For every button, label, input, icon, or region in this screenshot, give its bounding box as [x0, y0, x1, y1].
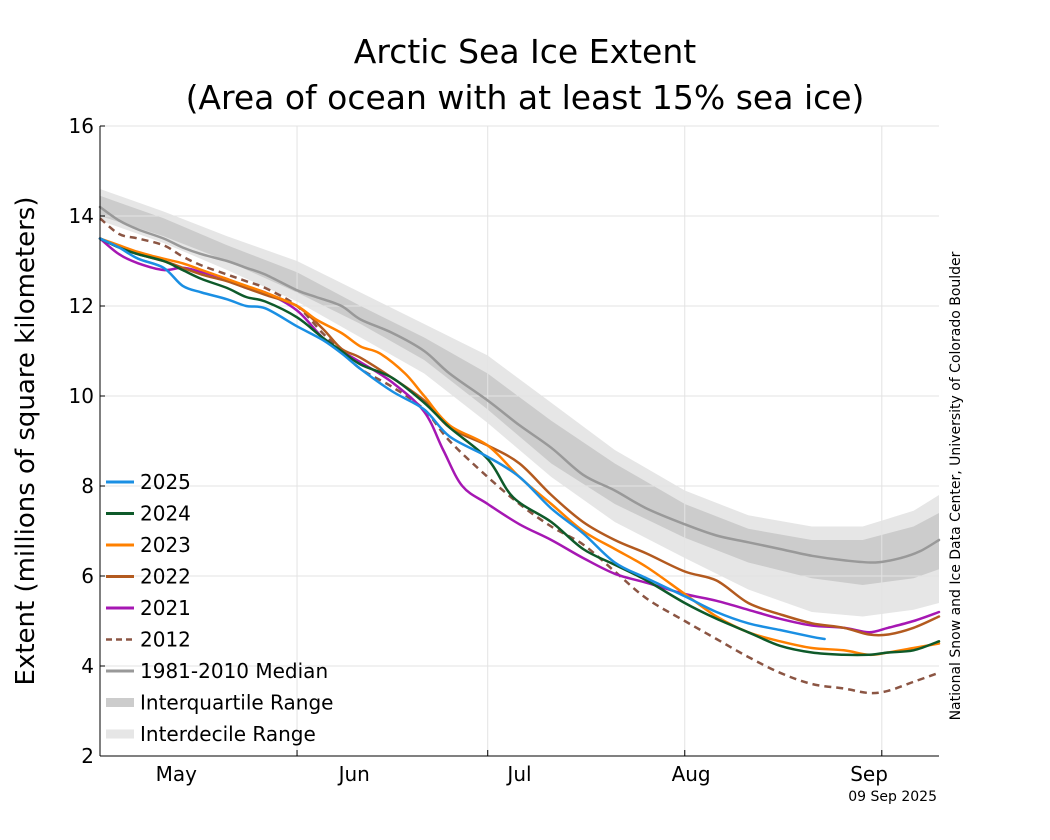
series-line-1981-2010-median — [98, 205, 941, 564]
interquartile-band — [100, 195, 939, 586]
series-line-2024 — [98, 237, 941, 657]
legend: 2025 2024 2023 2022 2021 2012 1981-2010 Median… — [106, 470, 333, 746]
legend-item-2023: 2023 — [106, 533, 191, 557]
y-tick-label: 10 — [69, 384, 94, 408]
y-tick-label: 8 — [81, 474, 94, 498]
series-line-2021 — [98, 237, 941, 634]
y-tick-label: 14 — [69, 204, 94, 228]
legend-label: 2023 — [140, 533, 191, 557]
chart-subtitle: (Area of ocean with at least 15% sea ice… — [186, 78, 865, 117]
date-stamp: 09 Sep 2025 — [848, 789, 937, 805]
x-tick-label-aug: Aug — [672, 762, 711, 786]
axes: 2 4 6 8 10 12 14 16 May Jun Jul Aug Sep — [69, 114, 939, 786]
y-tick-label: 2 — [81, 744, 94, 768]
legend-item-2021: 2021 — [106, 596, 191, 620]
y-tick-label: 12 — [69, 294, 94, 318]
legend-label: 2012 — [140, 628, 191, 652]
range-bands — [100, 189, 939, 617]
legend-item-interdecile-range: Interdecile Range — [106, 722, 316, 746]
y-tick-label: 6 — [81, 564, 94, 588]
legend-item-2024: 2024 — [106, 502, 191, 526]
series-lines — [98, 205, 941, 695]
y-axis-label: Extent (millions of square kilometers) — [11, 197, 41, 686]
series-line-2025 — [98, 237, 826, 641]
x-tick-label-sep: Sep — [850, 762, 888, 786]
legend-label: 2022 — [140, 565, 191, 589]
series-line-2022 — [98, 237, 941, 637]
legend-label: 2021 — [140, 596, 191, 620]
x-tick-label-jul: Jul — [505, 762, 531, 786]
legend-label: Interdecile Range — [140, 722, 316, 746]
series-line-2012 — [99, 217, 940, 695]
legend-label: Interquartile Range — [140, 691, 333, 715]
grid-lines — [100, 125, 939, 756]
legend-item-2025: 2025 — [106, 470, 191, 494]
legend-label: 2025 — [140, 470, 191, 494]
chart-title: Arctic Sea Ice Extent — [354, 32, 696, 71]
series-line-2023 — [98, 237, 941, 657]
legend-item-1981-2010-median: 1981-2010 Median — [106, 659, 328, 683]
x-tick-label-jun: Jun — [337, 762, 370, 786]
legend-item-2012: 2012 — [106, 628, 191, 652]
y-tick-label: 4 — [81, 654, 94, 678]
y-tick-label: 16 — [69, 114, 94, 138]
legend-item-2022: 2022 — [106, 565, 191, 589]
x-tick-label-may: May — [156, 762, 198, 786]
legend-label: 2024 — [140, 502, 191, 526]
legend-label: 1981-2010 Median — [140, 659, 328, 683]
credit-label: National Snow and Ice Data Center, Unive… — [948, 251, 964, 720]
legend-item-interquartile-range: Interquartile Range — [106, 691, 333, 715]
